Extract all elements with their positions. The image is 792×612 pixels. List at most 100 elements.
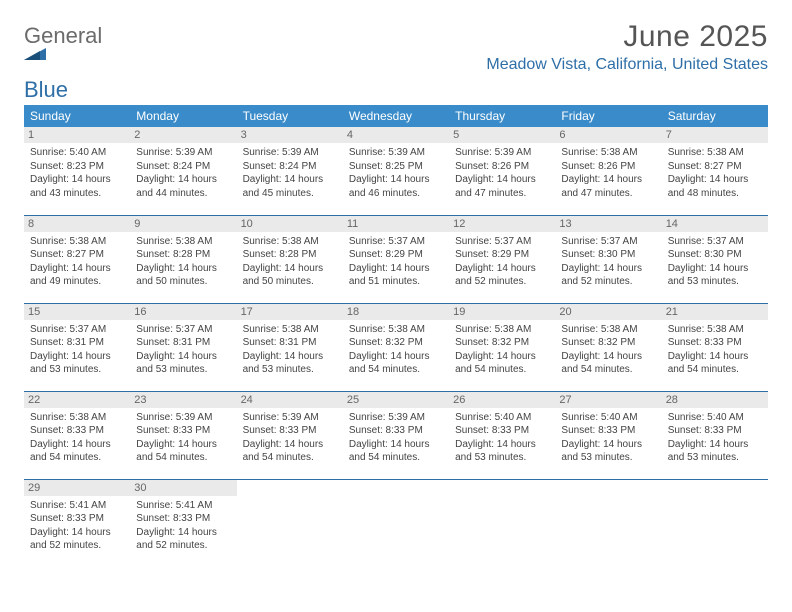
day-number: 3 [237, 127, 343, 143]
logo: GeneralBlue [24, 26, 102, 99]
day-number: 24 [237, 392, 343, 408]
day-number: 10 [237, 216, 343, 232]
calendar-cell-empty [237, 479, 343, 567]
calendar-cell: 24 Sunrise: 5:39 AMSunset: 8:33 PMDayligh… [237, 391, 343, 479]
calendar-row: 8Sunrise: 5:38 AMSunset: 8:27 PMDaylight… [24, 215, 768, 303]
day-info: Sunrise: 5:38 AMSunset: 8:31 PMDaylight:… [243, 323, 337, 377]
calendar-cell: 11Sunrise: 5:37 AMSunset: 8:29 PMDayligh… [343, 215, 449, 303]
day-number: 15 [24, 304, 130, 320]
header: GeneralBlue June 2025 Meadow Vista, Cali… [24, 20, 768, 99]
day-info: Sunrise: 5:37 AMSunset: 8:31 PMDaylight:… [30, 323, 124, 377]
day-number: 26 [449, 392, 555, 408]
weekday-header: Tuesday [237, 105, 343, 127]
weekday-header: Thursday [449, 105, 555, 127]
calendar-cell: 21 Sunrise: 5:38 AMSunset: 8:33 PMDayligh… [662, 303, 768, 391]
title-block: June 2025 Meadow Vista, California, Unit… [486, 20, 768, 74]
day-info: Sunrise: 5:38 AMSunset: 8:32 PMDaylight:… [455, 323, 549, 377]
calendar-cell-empty [662, 479, 768, 567]
day-info: Sunrise: 5:39 AMSunset: 8:33 PMDaylight:… [243, 411, 337, 465]
location: Meadow Vista, California, United States [486, 56, 768, 74]
day-number: 6 [555, 127, 661, 143]
calendar-cell: 4Sunrise: 5:39 AMSunset: 8:25 PMDaylight… [343, 127, 449, 215]
calendar-cell: 7Sunrise: 5:38 AMSunset: 8:27 PMDaylight… [662, 127, 768, 215]
day-number: 9 [130, 216, 236, 232]
day-info: Sunrise: 5:40 AMSunset: 8:33 PMDaylight:… [455, 411, 549, 465]
day-info: Sunrise: 5:39 AMSunset: 8:24 PMDaylight:… [136, 146, 230, 200]
day-number: 1 [24, 127, 130, 143]
day-number: 29 [24, 480, 130, 496]
weekday-header: Wednesday [343, 105, 449, 127]
calendar-cell: 5 Sunrise: 5:39 AMSunset: 8:26 PMDaylight… [449, 127, 555, 215]
day-info: Sunrise: 5:40 AMSunset: 8:33 PMDaylight:… [561, 411, 655, 465]
day-info: Sunrise: 5:40 AMSunset: 8:23 PMDaylight:… [30, 146, 124, 200]
day-info: Sunrise: 5:38 AMSunset: 8:33 PMDaylight:… [30, 411, 124, 465]
weekday-header: Friday [555, 105, 661, 127]
day-number: 18 [343, 304, 449, 320]
day-number: 27 [555, 392, 661, 408]
calendar-row: 22 Sunrise: 5:38 AMSunset: 8:33 PMDayligh… [24, 391, 768, 479]
day-info: Sunrise: 5:37 AMSunset: 8:29 PMDaylight:… [455, 235, 549, 289]
logo-text: GeneralBlue [24, 26, 102, 99]
weekday-header: Monday [130, 105, 236, 127]
day-info: Sunrise: 5:41 AMSunset: 8:33 PMDaylight:… [136, 499, 230, 553]
day-number: 21 [662, 304, 768, 320]
day-info: Sunrise: 5:39 AMSunset: 8:33 PMDaylight:… [136, 411, 230, 465]
calendar-cell: 13Sunrise: 5:37 AMSunset: 8:30 PMDayligh… [555, 215, 661, 303]
day-number: 2 [130, 127, 236, 143]
day-info: Sunrise: 5:39 AMSunset: 8:24 PMDaylight:… [243, 146, 337, 200]
weekday-header: Sunday [24, 105, 130, 127]
day-info: Sunrise: 5:38 AMSunset: 8:28 PMDaylight:… [243, 235, 337, 289]
day-number: 11 [343, 216, 449, 232]
month-title: June 2025 [486, 20, 768, 54]
day-number: 23 [130, 392, 236, 408]
calendar-cell: 23 Sunrise: 5:39 AMSunset: 8:33 PMDayligh… [130, 391, 236, 479]
calendar-cell: 6 Sunrise: 5:38 AMSunset: 8:26 PMDaylight… [555, 127, 661, 215]
calendar-cell: 29Sunrise: 5:41 AMSunset: 8:33 PMDayligh… [24, 479, 130, 567]
day-number: 28 [662, 392, 768, 408]
calendar-cell: 17Sunrise: 5:38 AMSunset: 8:31 PMDayligh… [237, 303, 343, 391]
calendar-cell: 19 Sunrise: 5:38 AMSunset: 8:32 PMDayligh… [449, 303, 555, 391]
calendar-cell: 20Sunrise: 5:38 AMSunset: 8:32 PMDayligh… [555, 303, 661, 391]
calendar-cell-empty [555, 479, 661, 567]
day-number: 13 [555, 216, 661, 232]
day-number: 5 [449, 127, 555, 143]
day-info: Sunrise: 5:38 AMSunset: 8:32 PMDaylight:… [349, 323, 443, 377]
day-number: 14 [662, 216, 768, 232]
day-number: 30 [130, 480, 236, 496]
day-info: Sunrise: 5:39 AMSunset: 8:25 PMDaylight:… [349, 146, 443, 200]
calendar-cell-empty [449, 479, 555, 567]
day-info: Sunrise: 5:39 AMSunset: 8:26 PMDaylight:… [455, 146, 549, 200]
weekday-header: Saturday [662, 105, 768, 127]
day-number: 8 [24, 216, 130, 232]
day-info: Sunrise: 5:38 AMSunset: 8:26 PMDaylight:… [561, 146, 655, 200]
logo-line1: General [24, 23, 102, 48]
calendar-cell: 14 Sunrise: 5:37 AMSunset: 8:30 PMDayligh… [662, 215, 768, 303]
calendar-page: GeneralBlue June 2025 Meadow Vista, Cali… [0, 0, 792, 587]
calendar-cell: 26 Sunrise: 5:40 AMSunset: 8:33 PMDayligh… [449, 391, 555, 479]
calendar-row: 15 Sunrise: 5:37 AMSunset: 8:31 PMDayligh… [24, 303, 768, 391]
calendar-cell: 28Sunrise: 5:40 AMSunset: 8:33 PMDayligh… [662, 391, 768, 479]
calendar-cell: 2 Sunrise: 5:39 AMSunset: 8:24 PMDaylight… [130, 127, 236, 215]
calendar-cell: 22 Sunrise: 5:38 AMSunset: 8:33 PMDayligh… [24, 391, 130, 479]
day-info: Sunrise: 5:38 AMSunset: 8:33 PMDaylight:… [668, 323, 762, 377]
calendar-cell: 3 Sunrise: 5:39 AMSunset: 8:24 PMDaylight… [237, 127, 343, 215]
calendar-cell: 30 Sunrise: 5:41 AMSunset: 8:33 PMDayligh… [130, 479, 236, 567]
day-info: Sunrise: 5:37 AMSunset: 8:31 PMDaylight:… [136, 323, 230, 377]
day-number: 12 [449, 216, 555, 232]
weekday-header-row: SundayMondayTuesdayWednesdayThursdayFrid… [24, 105, 768, 127]
calendar-cell: 16 Sunrise: 5:37 AMSunset: 8:31 PMDayligh… [130, 303, 236, 391]
day-info: Sunrise: 5:37 AMSunset: 8:30 PMDaylight:… [668, 235, 762, 289]
calendar-table: SundayMondayTuesdayWednesdayThursdayFrid… [24, 105, 768, 567]
calendar-cell: 15 Sunrise: 5:37 AMSunset: 8:31 PMDayligh… [24, 303, 130, 391]
calendar-cell-empty [343, 479, 449, 567]
calendar-cell: 18 Sunrise: 5:38 AMSunset: 8:32 PMDayligh… [343, 303, 449, 391]
day-number: 19 [449, 304, 555, 320]
day-number: 16 [130, 304, 236, 320]
calendar-row: 1 Sunrise: 5:40 AMSunset: 8:23 PMDaylight… [24, 127, 768, 215]
day-info: Sunrise: 5:38 AMSunset: 8:28 PMDaylight:… [136, 235, 230, 289]
day-info: Sunrise: 5:39 AMSunset: 8:33 PMDaylight:… [349, 411, 443, 465]
day-number: 22 [24, 392, 130, 408]
day-number: 20 [555, 304, 661, 320]
calendar-cell: 25Sunrise: 5:39 AMSunset: 8:33 PMDayligh… [343, 391, 449, 479]
calendar-body: 1 Sunrise: 5:40 AMSunset: 8:23 PMDaylight… [24, 127, 768, 567]
